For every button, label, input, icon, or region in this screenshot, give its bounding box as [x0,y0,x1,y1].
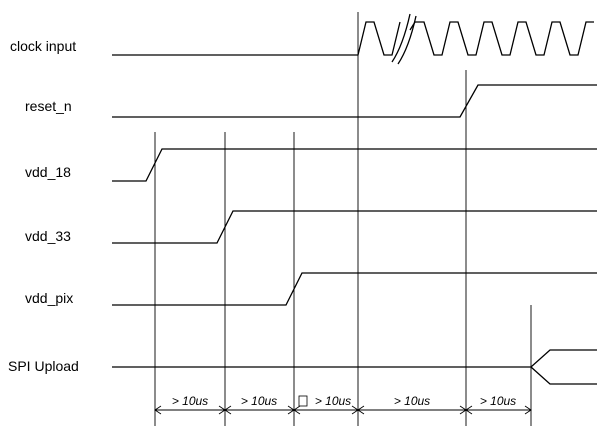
signal-label-vdd-33: vdd_33 [25,228,71,244]
interval-label-3: > 10us [315,394,351,408]
interval-label-4: > 10us [394,394,430,408]
signal-label-clock-input: clock input [10,38,76,54]
missing-glyph-icon [298,395,308,407]
waveform-clock-input [112,13,594,65]
signal-label-reset-n: reset_n [25,98,72,114]
signal-label-spi-upload: SPI Upload [8,358,79,374]
waveform-reset-n [112,84,597,118]
waveform-vdd-33 [112,210,597,244]
interval-arrows [154,405,532,415]
timing-guides [154,12,532,426]
signal-label-vdd-18: vdd_18 [25,164,71,180]
waveform-vdd-18 [112,148,597,182]
interval-label-1: > 10us [172,394,208,408]
clock-break-mark-left [391,13,411,63]
waveform-vdd-pix [112,272,597,306]
signal-label-vdd-pix: vdd_pix [25,290,73,306]
clock-break-mark-right [397,15,417,65]
interval-label-2: > 10us [241,394,277,408]
waveform-spi-upload [112,349,597,385]
interval-label-5: > 10us [480,394,516,408]
